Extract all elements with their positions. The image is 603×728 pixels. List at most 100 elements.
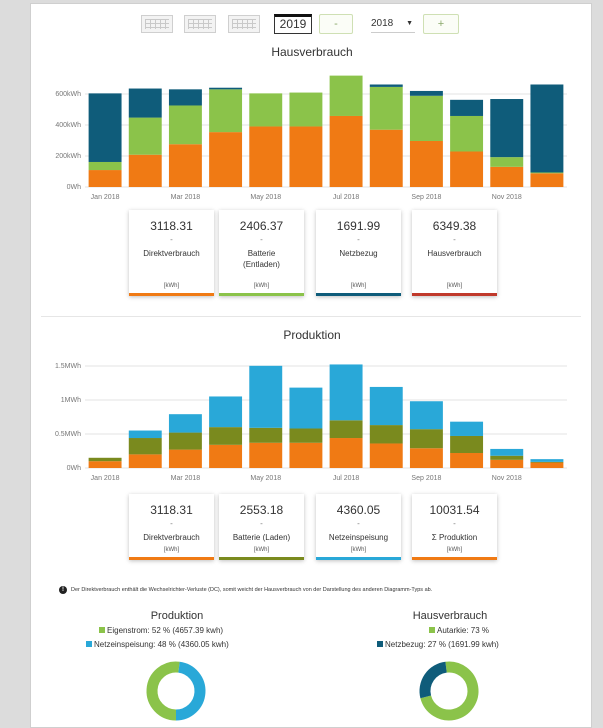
bar-segment-direkt[interactable] [530,462,564,468]
card-separator: - [260,519,263,528]
year-view-icon[interactable] [228,15,260,33]
bar-segment-batterie[interactable] [128,117,162,155]
bar-segment-direkt[interactable] [289,442,323,468]
bar-segment-netz[interactable] [450,99,484,116]
bar-segment-batterie[interactable] [209,427,243,445]
legend-item-autarkie: Autarkie: 73 % [429,626,489,635]
bar-segment-batterie[interactable] [409,95,443,141]
bar-segment-batterie[interactable] [88,161,122,171]
bar-segment-batterie[interactable] [450,435,484,454]
bar-segment-batterie[interactable] [209,89,243,133]
bar-segment-direkt[interactable] [209,444,243,468]
bar-segment-batterie[interactable] [490,455,524,460]
donut-slice[interactable] [419,661,448,699]
bar-segment-netzeinspeisung[interactable] [530,459,564,462]
bar-segment-netzeinspeisung[interactable] [128,430,162,439]
bar-segment-direkt[interactable] [168,449,202,468]
bar-segment-batterie[interactable] [530,172,564,174]
bar-segment-direkt[interactable] [409,448,443,468]
bar-segment-batterie[interactable] [249,93,283,127]
bar-segment-direkt[interactable] [329,115,363,187]
next-year-button[interactable]: + [423,14,459,34]
bar-segment-direkt[interactable] [450,151,484,187]
card-unit: [kWh] [446,547,463,553]
bar-segment-batterie[interactable] [128,438,162,455]
bar-segment-batterie[interactable] [490,157,524,167]
bar-segment-netz[interactable] [369,84,403,87]
chevron-down-icon: ▼ [406,20,413,27]
bar-segment-netzeinspeisung[interactable] [490,448,524,456]
bar-segment-direkt[interactable] [88,170,122,187]
card-unit: [kWh] [446,283,463,289]
card-value: 10031.54 [429,503,480,517]
bar-segment-batterie[interactable] [289,92,323,127]
bar-segment-netzeinspeisung[interactable] [289,387,323,429]
card-accent-bar [316,293,401,296]
bar-segment-direkt[interactable] [249,442,283,468]
bar-segment-batterie[interactable] [530,461,564,463]
bar-segment-direkt[interactable] [530,173,564,187]
bar-segment-direkt[interactable] [289,126,323,187]
bar-segment-direkt[interactable] [329,438,363,468]
card-separator: - [453,235,456,244]
card-accent-bar [219,557,304,560]
bar-segment-netzeinspeisung[interactable] [450,421,484,436]
donut-slice[interactable] [175,661,206,721]
bar-segment-batterie[interactable] [168,105,202,145]
month-view-icon[interactable] [141,15,173,33]
bar-segment-batterie[interactable] [450,115,484,152]
bar-segment-direkt[interactable] [490,459,524,468]
section-divider [41,316,581,317]
bar-segment-direkt[interactable] [450,453,484,468]
bar-segment-direkt[interactable] [128,454,162,468]
bar-segment-netzeinspeisung[interactable] [409,401,443,430]
y-tick-label: 0Wh [67,465,82,472]
card-separator: - [357,235,360,244]
y-tick-label: 1MWh [61,397,81,404]
card-label: Σ Produktion [431,533,478,542]
bar-segment-netzeinspeisung[interactable] [329,364,363,421]
bar-segment-direkt[interactable] [490,166,524,187]
bar-segment-netzeinspeisung[interactable] [209,396,243,428]
bar-segment-netz[interactable] [88,93,122,162]
bar-segment-direkt[interactable] [369,443,403,468]
bar-segment-netzeinspeisung[interactable] [168,414,202,433]
donut-slice[interactable] [420,661,479,721]
bar-segment-direkt[interactable] [409,140,443,187]
card-unit: [kWh] [253,547,270,553]
bar-segment-netz[interactable] [409,90,443,96]
bar-segment-direkt[interactable] [88,461,122,468]
donut-slice[interactable] [146,661,180,721]
year-select[interactable]: 2018 ▼ [371,15,415,33]
bar-segment-batterie[interactable] [88,457,122,462]
bar-segment-netz[interactable] [530,84,564,173]
bar-segment-batterie[interactable] [409,429,443,449]
legend-item-netzeinspeisung: Netzeinspeisung: 48 % (4360.05 kwh) [86,640,229,649]
bar-segment-batterie[interactable] [289,428,323,443]
year-input[interactable]: 2019 [274,14,312,34]
bar-segment-batterie[interactable] [329,420,363,439]
card-unit: [kWh] [253,283,270,289]
bar-segment-batterie[interactable] [168,432,202,450]
bar-segment-batterie[interactable] [329,75,363,116]
bar-segment-netz[interactable] [209,87,243,90]
previous-year-button[interactable]: - [319,14,353,34]
bar-segment-batterie[interactable] [249,427,283,443]
x-tick-label: Jul 2018 [333,194,360,201]
bar-segment-batterie[interactable] [369,425,403,444]
bar-segment-netz[interactable] [490,99,524,158]
legend-item-netzbezug: Netzbezug: 27 % (1691.99 kwh) [377,640,499,649]
bar-segment-netzeinspeisung[interactable] [249,365,283,428]
bar-segment-direkt[interactable] [128,154,162,187]
legend-label: Netzeinspeisung: 48 % (4360.05 kwh) [94,640,229,649]
bar-segment-netz[interactable] [128,88,162,118]
bar-segment-netz[interactable] [168,89,202,106]
bar-segment-batterie[interactable] [369,86,403,130]
bar-segment-netzeinspeisung[interactable] [369,386,403,426]
quarter-view-icon[interactable] [184,15,216,33]
bar-segment-direkt[interactable] [209,132,243,187]
bar-segment-direkt[interactable] [369,129,403,187]
bar-segment-direkt[interactable] [168,144,202,187]
card-value: 3118.31 [150,503,193,517]
bar-segment-direkt[interactable] [249,126,283,187]
